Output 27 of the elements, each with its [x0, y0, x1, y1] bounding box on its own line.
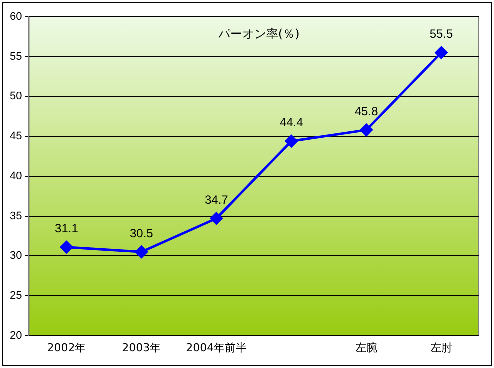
point [210, 212, 223, 225]
y-tick-label: 25 [10, 290, 22, 302]
y-tick-label: 20 [10, 330, 22, 342]
y-tick-label: 45 [10, 130, 22, 143]
point [435, 46, 448, 60]
y-tick-label: 35 [10, 210, 22, 222]
x-tick-label: 左腕 [356, 341, 378, 354]
data-label: 44.4 [280, 116, 304, 130]
x-tick-label: 左肘 [430, 341, 453, 354]
y-tick-label: 30 [10, 250, 22, 262]
x-tick-label: 2002年 [47, 341, 86, 354]
y-tick-label: 50 [10, 90, 22, 103]
x-tick-label: 2004年前半 [186, 341, 248, 354]
point [285, 135, 298, 148]
point [60, 241, 73, 254]
data-label: 34.7 [204, 192, 229, 207]
point [135, 246, 148, 258]
data-label: 55.5 [430, 27, 454, 42]
y-tick-label: 55 [10, 50, 22, 63]
y-tick-label: 60 [10, 11, 22, 24]
text: パーオン率(％) [217, 27, 300, 42]
y-tick-label: 40 [10, 170, 22, 182]
x-tick-label: 2003年 [122, 341, 162, 354]
point [360, 124, 373, 136]
data-label: 30.5 [130, 226, 154, 240]
data-label: 31.1 [55, 222, 79, 236]
data-label: 45.8 [354, 104, 379, 118]
